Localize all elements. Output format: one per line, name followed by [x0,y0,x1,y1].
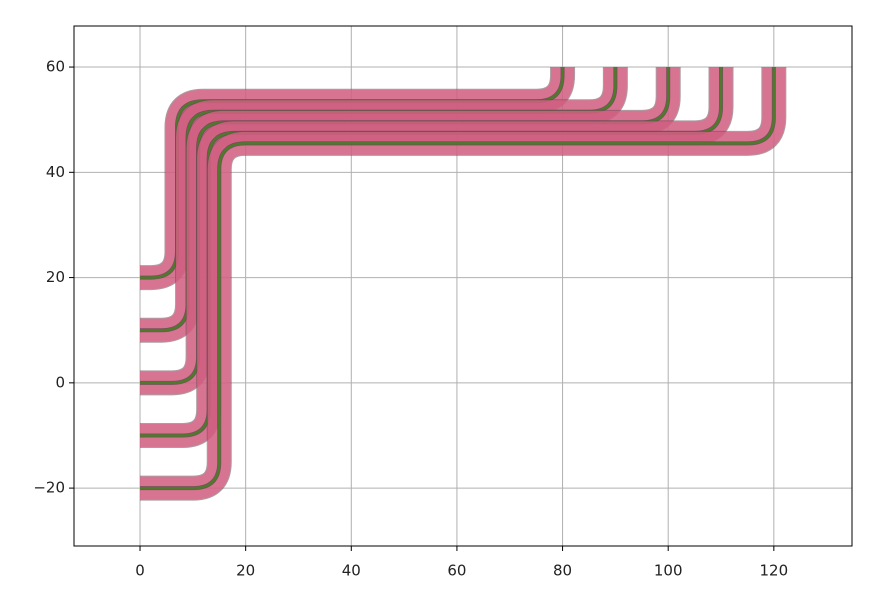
x-tick-label: 120 [760,562,789,580]
y-tick-label: 20 [46,268,65,286]
core [140,67,670,385]
y-tick-label: 0 [55,373,65,391]
core [140,67,617,332]
y-tick-label: 60 [46,58,65,76]
x-tick-label: 100 [654,562,683,580]
y-tick-label: −20 [33,479,65,497]
x-tick-label: 20 [236,562,255,580]
ticks: 0 20 40 60 80 100 120 −20 0 20 40 60 [33,58,788,580]
core [140,67,776,490]
routes [140,67,787,501]
y-tick-label: 40 [46,163,65,181]
axes-frame [73,25,853,547]
x-tick-label: 60 [447,562,466,580]
core [140,67,723,437]
core [140,67,564,279]
x-tick-label: 0 [135,562,145,580]
x-tick-label: 80 [553,562,572,580]
x-tick-label: 40 [342,562,361,580]
